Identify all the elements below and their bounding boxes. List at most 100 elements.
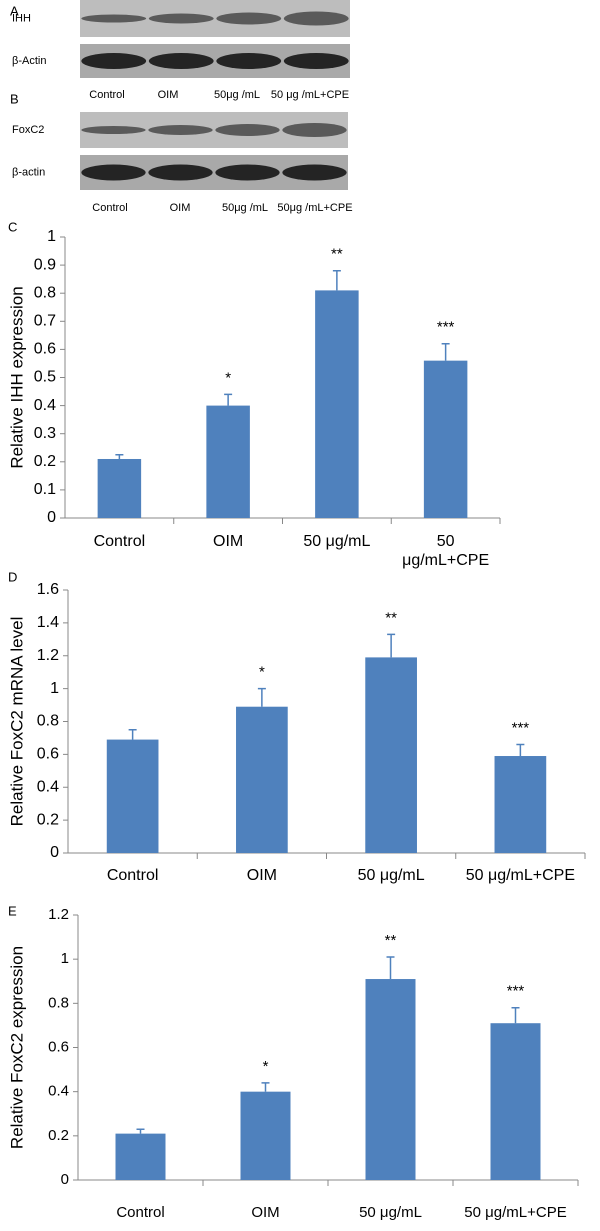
bar — [490, 1023, 541, 1180]
error-bar — [128, 728, 137, 740]
error-bar — [261, 1082, 270, 1092]
bar — [115, 1133, 166, 1180]
blot-band — [148, 53, 214, 69]
y-tick-label: 0 — [61, 1171, 69, 1188]
error-bar — [136, 1128, 145, 1134]
x-tick-label: OIM — [251, 1204, 280, 1221]
error-bar — [224, 393, 233, 406]
panel-label: A — [10, 3, 19, 18]
blot-band — [215, 164, 280, 181]
blot-band — [283, 53, 349, 69]
blot-band — [81, 14, 147, 23]
blot-band — [81, 126, 146, 134]
y-tick-label: 0.6 — [37, 746, 59, 763]
error-bar — [516, 743, 525, 757]
error-bar — [387, 633, 396, 658]
x-tick-label: OIM — [246, 867, 277, 884]
y-tick-label: 0.4 — [34, 397, 56, 414]
error-bar — [332, 269, 341, 291]
bar — [97, 458, 142, 518]
x-tick-label: Control — [93, 533, 146, 550]
y-tick-label: 0.3 — [34, 425, 56, 442]
y-axis-label: Relative IHH expression — [7, 286, 26, 468]
x-tick-label: 50 μg/mL — [359, 1204, 422, 1221]
y-tick-label: 1.2 — [48, 906, 69, 923]
y-tick-label: 1.2 — [37, 647, 59, 664]
bar — [236, 706, 288, 853]
significance-label: ** — [331, 246, 343, 263]
error-bar — [386, 956, 395, 980]
y-tick-label: 0.2 — [37, 811, 59, 828]
y-tick-label: 0.5 — [34, 369, 56, 386]
y-tick-label: 1.6 — [37, 581, 59, 598]
lane-label: 50μg /mL — [214, 89, 260, 101]
y-axis-label: Relative FoxC2 expression — [7, 946, 26, 1149]
lane-label: 50μg /mL+CPE — [277, 202, 352, 214]
bar — [423, 360, 468, 518]
blot-band — [283, 11, 349, 26]
y-tick-label: 0.8 — [34, 284, 56, 301]
bar — [365, 979, 416, 1180]
blot-band — [215, 124, 280, 136]
y-tick-label: 0.6 — [48, 1038, 69, 1055]
error-bar — [441, 343, 450, 361]
bar — [206, 405, 250, 518]
blot-band — [282, 123, 347, 137]
error-bar — [511, 1007, 520, 1024]
lane-label: 50 μg /mL+CPE — [271, 89, 349, 101]
y-tick-label: 0.2 — [34, 453, 56, 470]
blot-row-label: IHH — [12, 12, 31, 24]
y-axis-label: Relative FoxC2 mRNA level — [7, 617, 26, 827]
panel-label: B — [10, 91, 19, 106]
y-tick-label: 0.4 — [37, 778, 59, 795]
blot-band — [81, 53, 147, 69]
blot-band — [216, 12, 282, 25]
x-tick-label: 50 μg/mL — [303, 533, 371, 550]
y-tick-label: 0.1 — [34, 481, 56, 498]
x-tick-label: 50 μg/mL+CPE — [464, 1204, 567, 1221]
lane-label: Control — [92, 202, 127, 214]
y-tick-label: 1 — [50, 680, 59, 697]
bar — [106, 739, 159, 853]
x-tick-label: Control — [116, 1204, 165, 1221]
lane-label: Control — [89, 89, 124, 101]
significance-label: *** — [507, 983, 525, 1000]
y-tick-label: 0.8 — [37, 713, 59, 730]
blot-band — [148, 125, 213, 135]
panel-label: D — [8, 569, 17, 584]
panel-label: C — [8, 219, 17, 234]
y-tick-label: 0 — [47, 509, 56, 526]
y-tick-label: 1 — [47, 228, 56, 245]
y-tick-label: 0 — [50, 844, 59, 861]
y-tick-label: 0.6 — [34, 341, 56, 358]
y-tick-label: 0.4 — [48, 1083, 69, 1100]
significance-label: *** — [437, 319, 455, 336]
significance-label: *** — [512, 719, 530, 736]
blot-row-label: β-Actin — [12, 55, 46, 67]
blot-band — [282, 164, 347, 181]
y-tick-label: 1 — [61, 950, 69, 967]
bar — [494, 756, 547, 853]
blot-band — [216, 53, 282, 69]
blot-band — [81, 164, 146, 181]
lane-label: OIM — [158, 89, 179, 101]
x-tick-label: 50 μg/mL — [357, 867, 425, 884]
bar — [315, 290, 359, 518]
blot-band — [148, 164, 213, 181]
x-tick-label: 50 μg/mL+CPE — [402, 533, 490, 569]
y-tick-label: 1.4 — [37, 614, 59, 631]
y-tick-label: 0.9 — [34, 256, 56, 273]
y-tick-label: 0.7 — [34, 313, 56, 330]
significance-label: ** — [385, 932, 397, 949]
bar — [365, 657, 417, 853]
y-tick-label: 0.8 — [48, 994, 69, 1011]
x-tick-label: Control — [106, 867, 159, 884]
error-bar — [115, 454, 124, 459]
bar — [240, 1091, 291, 1180]
blot-band — [148, 13, 214, 24]
lane-label: OIM — [170, 202, 191, 214]
panel-label: E — [8, 903, 17, 918]
significance-label: * — [259, 664, 265, 681]
